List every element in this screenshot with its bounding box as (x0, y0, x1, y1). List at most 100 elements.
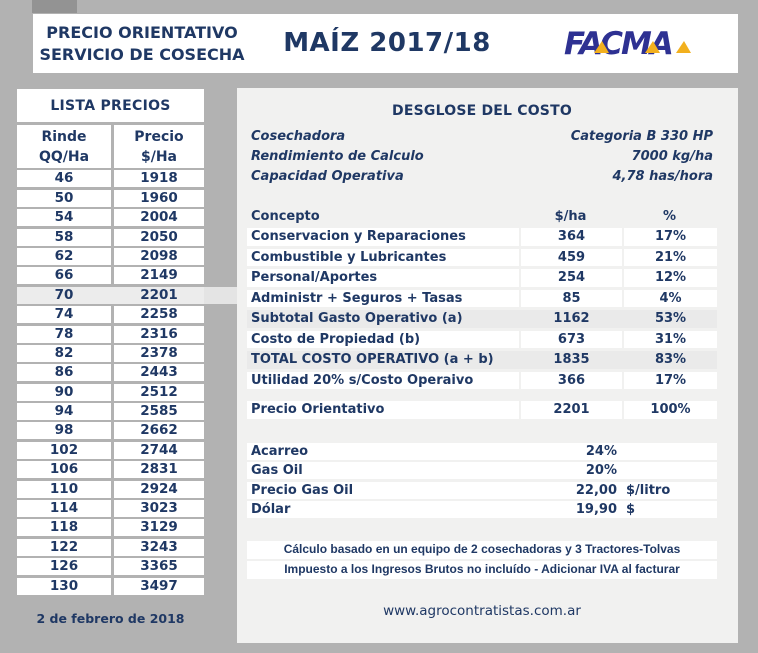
price-list-row: 102 2744 (17, 441, 204, 459)
precio-cell: 2316 (114, 325, 204, 343)
price-list-row: 106 2831 (17, 461, 204, 479)
precio-cell: 2149 (114, 267, 204, 285)
price-list-row: 78 2316 (17, 325, 204, 343)
facma-logo-text: FACMA (564, 27, 672, 61)
concept-pct: 12% (622, 269, 717, 287)
precio-column-header: Precio $/Ha (114, 125, 204, 168)
price-list-row: 50 1960 (17, 189, 204, 207)
param-value: 24% (585, 443, 617, 459)
concept-label: Costo de Propiedad (b) (247, 330, 519, 348)
date-label: 2 de febrero de 2018 (36, 610, 185, 626)
rinde-cell: 58 (17, 228, 111, 246)
price-list-row: 118 3129 (17, 519, 204, 537)
precio-cell: 3497 (114, 577, 204, 595)
price-list-row: 46 1918 (17, 170, 204, 188)
price-list-row: 66 2149 (17, 267, 204, 285)
concept-pct: 17% (622, 371, 717, 389)
concept-pct: 21% (622, 248, 717, 266)
concept-row: Combustible y Lubricantes 459 21% (247, 248, 717, 266)
rinde-cell: 78 (17, 325, 111, 343)
param-unit (622, 443, 717, 460)
concept-label: Conservacion y Reparaciones (247, 228, 519, 246)
rinde-cell: 126 (17, 558, 111, 576)
spec-label: Rendimiento de Calculo (251, 148, 424, 164)
note-row: Impuesto a los Ingresos Brutos no incluí… (247, 561, 717, 579)
concept-value: 1162 (519, 310, 622, 328)
price-list-table: LISTA PRECIOS Rinde QQ/Ha Precio $/Ha 46… (17, 89, 237, 626)
concept-header-per-ha: $/ha (554, 208, 587, 224)
concept-table-body: Conservacion y Reparaciones 364 17% Comb… (247, 228, 717, 389)
rinde-cell: 70 (17, 286, 111, 304)
logo-triangle-icon (594, 41, 609, 53)
concept-label: Subtotal Gasto Operativo (a) (247, 310, 519, 328)
header-band: PRECIO ORIENTATIVO SERVICIO DE COSECHA M… (33, 14, 738, 73)
price-list-row: 130 3497 (17, 577, 204, 595)
rinde-cell: 74 (17, 306, 111, 324)
concept-pct: 4% (622, 289, 717, 307)
price-list-title: LISTA PRECIOS (17, 89, 204, 122)
rinde-cell: 90 (17, 383, 111, 401)
precio-orientativo-row: Precio Orientativo 2201 100% (247, 401, 717, 419)
precio-cell: 2662 (114, 422, 204, 440)
precio-header-line1: Precio (134, 128, 184, 145)
spec-row: Cosechadora Categoria B 330 HP (247, 126, 717, 146)
param-label: Dólar (251, 502, 291, 517)
concept-value: 673 (519, 330, 622, 348)
rinde-cell: 54 (17, 209, 111, 227)
price-list-row: 54 2004 (17, 209, 204, 227)
spec-label: Cosechadora (251, 128, 346, 144)
note-row: Cálculo basado en un equipo de 2 cosecha… (247, 541, 717, 559)
price-list-row: 114 3023 (17, 500, 204, 518)
concept-value: 85 (519, 289, 622, 307)
rinde-cell: 110 (17, 480, 111, 498)
price-list-row: 62 2098 (17, 247, 204, 265)
price-list-row: 90 2512 (17, 383, 204, 401)
precio-cell: 2098 (114, 247, 204, 265)
precio-cell: 2924 (114, 480, 204, 498)
spec-label: Capacidad Operativa (251, 168, 404, 184)
precio-cell: 2831 (114, 461, 204, 479)
precio-cell: 2201 (114, 286, 204, 304)
page-title: MAÍZ 2017/18 (283, 28, 491, 58)
rinde-cell: 98 (17, 422, 111, 440)
concept-pct: 53% (622, 310, 717, 328)
precio-cell: 2512 (114, 383, 204, 401)
price-list-body: 46 1918 50 1960 54 2004 58 2050 62 2098 … (17, 170, 237, 595)
concept-value: 1835 (519, 351, 622, 369)
rinde-cell: 94 (17, 403, 111, 421)
precio-cell: 2378 (114, 344, 204, 362)
price-list-row: 126 3365 (17, 558, 204, 576)
param-row: Gas Oil 20% (247, 462, 717, 479)
concept-header-row: Concepto $/ha % (247, 207, 717, 225)
precio-cell: 1960 (114, 189, 204, 207)
precio-cell: 3023 (114, 500, 204, 518)
precio-orientativo-label: Precio Orientativo (247, 401, 519, 419)
concept-row: Administr + Seguros + Tasas 85 4% (247, 289, 717, 307)
price-list-row: 70 2201 (17, 286, 237, 304)
concept-row: Utilidad 20% s/Costo Operaivo 366 17% (247, 371, 717, 389)
param-value: 22,00 (575, 482, 617, 498)
rinde-cell: 46 (17, 170, 111, 188)
concept-label: Utilidad 20% s/Costo Operaivo (247, 371, 519, 389)
price-list-row: 86 2443 (17, 364, 204, 382)
concept-row: TOTAL COSTO OPERATIVO (a + b) 1835 83% (247, 351, 717, 369)
top-notch (32, 0, 77, 13)
concept-value: 364 (519, 228, 622, 246)
concept-label: Administr + Seguros + Tasas (247, 289, 519, 307)
facma-logo: FACMA (561, 26, 719, 62)
spec-value: 7000 kg/ha (631, 148, 713, 164)
notes-section: Cálculo basado en un equipo de 2 cosecha… (247, 541, 717, 579)
rinde-cell: 106 (17, 461, 111, 479)
website-link[interactable]: www.agrocontratistas.com.ar (383, 602, 581, 619)
spec-value: Categoria B 330 HP (570, 128, 713, 144)
facma-logo-graphic: FACMA (564, 26, 691, 62)
logo-triangle-icon (676, 41, 691, 53)
document-subtitle: PRECIO ORIENTATIVO SERVICIO DE COSECHA (33, 22, 251, 66)
precio-orientativo-value: 2201 (519, 401, 622, 419)
concept-label: TOTAL COSTO OPERATIVO (a + b) (247, 351, 519, 369)
concept-label: Personal/Aportes (247, 269, 519, 287)
concept-pct: 83% (622, 351, 717, 369)
machine-specs: Cosechadora Categoria B 330 HP Rendimien… (247, 126, 717, 186)
param-row: Acarreo 24% (247, 442, 717, 460)
